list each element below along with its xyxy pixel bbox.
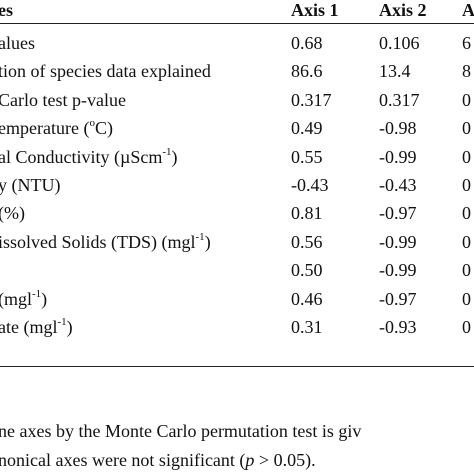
label-text: (mgl: [0, 288, 32, 309]
value-cell: 0.50: [291, 260, 323, 281]
value-cell: 6: [462, 33, 471, 53]
value-cell: -0.43: [379, 175, 417, 195]
value-cell: -0.97: [379, 203, 417, 224]
value-cell: 0.49: [291, 118, 323, 139]
row-label: (mgl-1): [0, 287, 48, 309]
value-cell: 0: [462, 175, 471, 195]
value-cell: 8: [462, 61, 471, 82]
row-label: ate (mgl-1): [0, 316, 73, 338]
value-cell: -0.97: [379, 288, 417, 309]
header-rule: [0, 23, 474, 24]
value-cell: 0: [462, 203, 471, 224]
value-cell: -0.99: [379, 231, 417, 252]
row-label: (%): [0, 203, 25, 223]
row-label: y (NTU): [0, 175, 60, 195]
value-cell: 13.4: [379, 61, 411, 82]
label-text: Carlo test p-value: [0, 89, 126, 110]
label-text: issolved Solids (TDS) (mgl: [0, 231, 196, 252]
row-label: emperature (oC): [0, 117, 113, 139]
footnote-text: > 0.05).: [254, 450, 316, 470]
value-cell: -0.93: [379, 317, 417, 337]
row-label: tion of species data explained: [0, 61, 211, 81]
header-cell: Axis 2: [379, 0, 427, 20]
bottom-rule: [0, 366, 474, 367]
value-cell: 0.81: [291, 203, 323, 224]
footnote-line: ne axes by the Monte Carlo permutation t…: [0, 421, 362, 441]
label-text: emperature (: [0, 118, 90, 139]
label-text: y (NTU): [0, 175, 61, 195]
superscript: -1: [162, 145, 172, 158]
value-cell: 0: [462, 317, 471, 337]
value-cell: 0: [462, 118, 471, 139]
superscript: -1: [195, 230, 205, 243]
superscript: -1: [32, 287, 42, 300]
footnote-line: nonical axes were not significant (p > 0…: [0, 450, 316, 471]
value-cell: 0.46: [291, 288, 323, 309]
value-cell: 86.6: [291, 61, 323, 82]
value-cell: -0.99: [379, 146, 417, 167]
value-cell: 0.56: [291, 231, 323, 252]
value-cell: 0.106: [379, 33, 420, 53]
row-label: al Conductivity (µScm-1): [0, 145, 178, 167]
header-cell: A: [462, 0, 474, 20]
value-cell: 0: [462, 89, 471, 110]
value-cell: 0.317: [379, 89, 420, 110]
label-text: ): [204, 231, 211, 252]
value-cell: 0: [462, 231, 471, 252]
label-text: tion of species data explained: [0, 61, 211, 82]
value-cell: 0.317: [291, 89, 332, 110]
label-text: (%): [0, 203, 25, 224]
footnote-text: nonical axes were not significant (: [0, 450, 246, 470]
value-cell: -0.99: [379, 260, 417, 281]
label-text: ): [66, 317, 73, 337]
label-text: ate (mgl: [0, 317, 58, 337]
value-cell: 0.68: [291, 33, 323, 53]
value-cell: 0.31: [291, 317, 323, 337]
header-cell: Axis 1: [291, 0, 339, 20]
value-cell: -0.43: [291, 175, 329, 195]
row-label: alues: [0, 33, 35, 53]
footnote-text: p: [245, 450, 255, 470]
row-label: issolved Solids (TDS) (mgl-1): [0, 230, 211, 252]
label-text: ): [41, 288, 48, 309]
superscript: o: [89, 117, 95, 130]
header-cell: es: [0, 0, 13, 20]
label-text: alues: [0, 33, 35, 53]
value-cell: 0.55: [291, 146, 323, 167]
row-label: Carlo test p-value: [0, 90, 126, 110]
value-cell: -0.98: [379, 118, 417, 139]
value-cell: 0: [462, 260, 471, 281]
label-text: al Conductivity (µScm: [0, 146, 163, 167]
value-cell: 0: [462, 146, 471, 167]
superscript: -1: [57, 316, 67, 328]
value-cell: 0: [462, 288, 471, 309]
label-text: ): [171, 146, 178, 167]
label-text: C): [94, 118, 113, 139]
